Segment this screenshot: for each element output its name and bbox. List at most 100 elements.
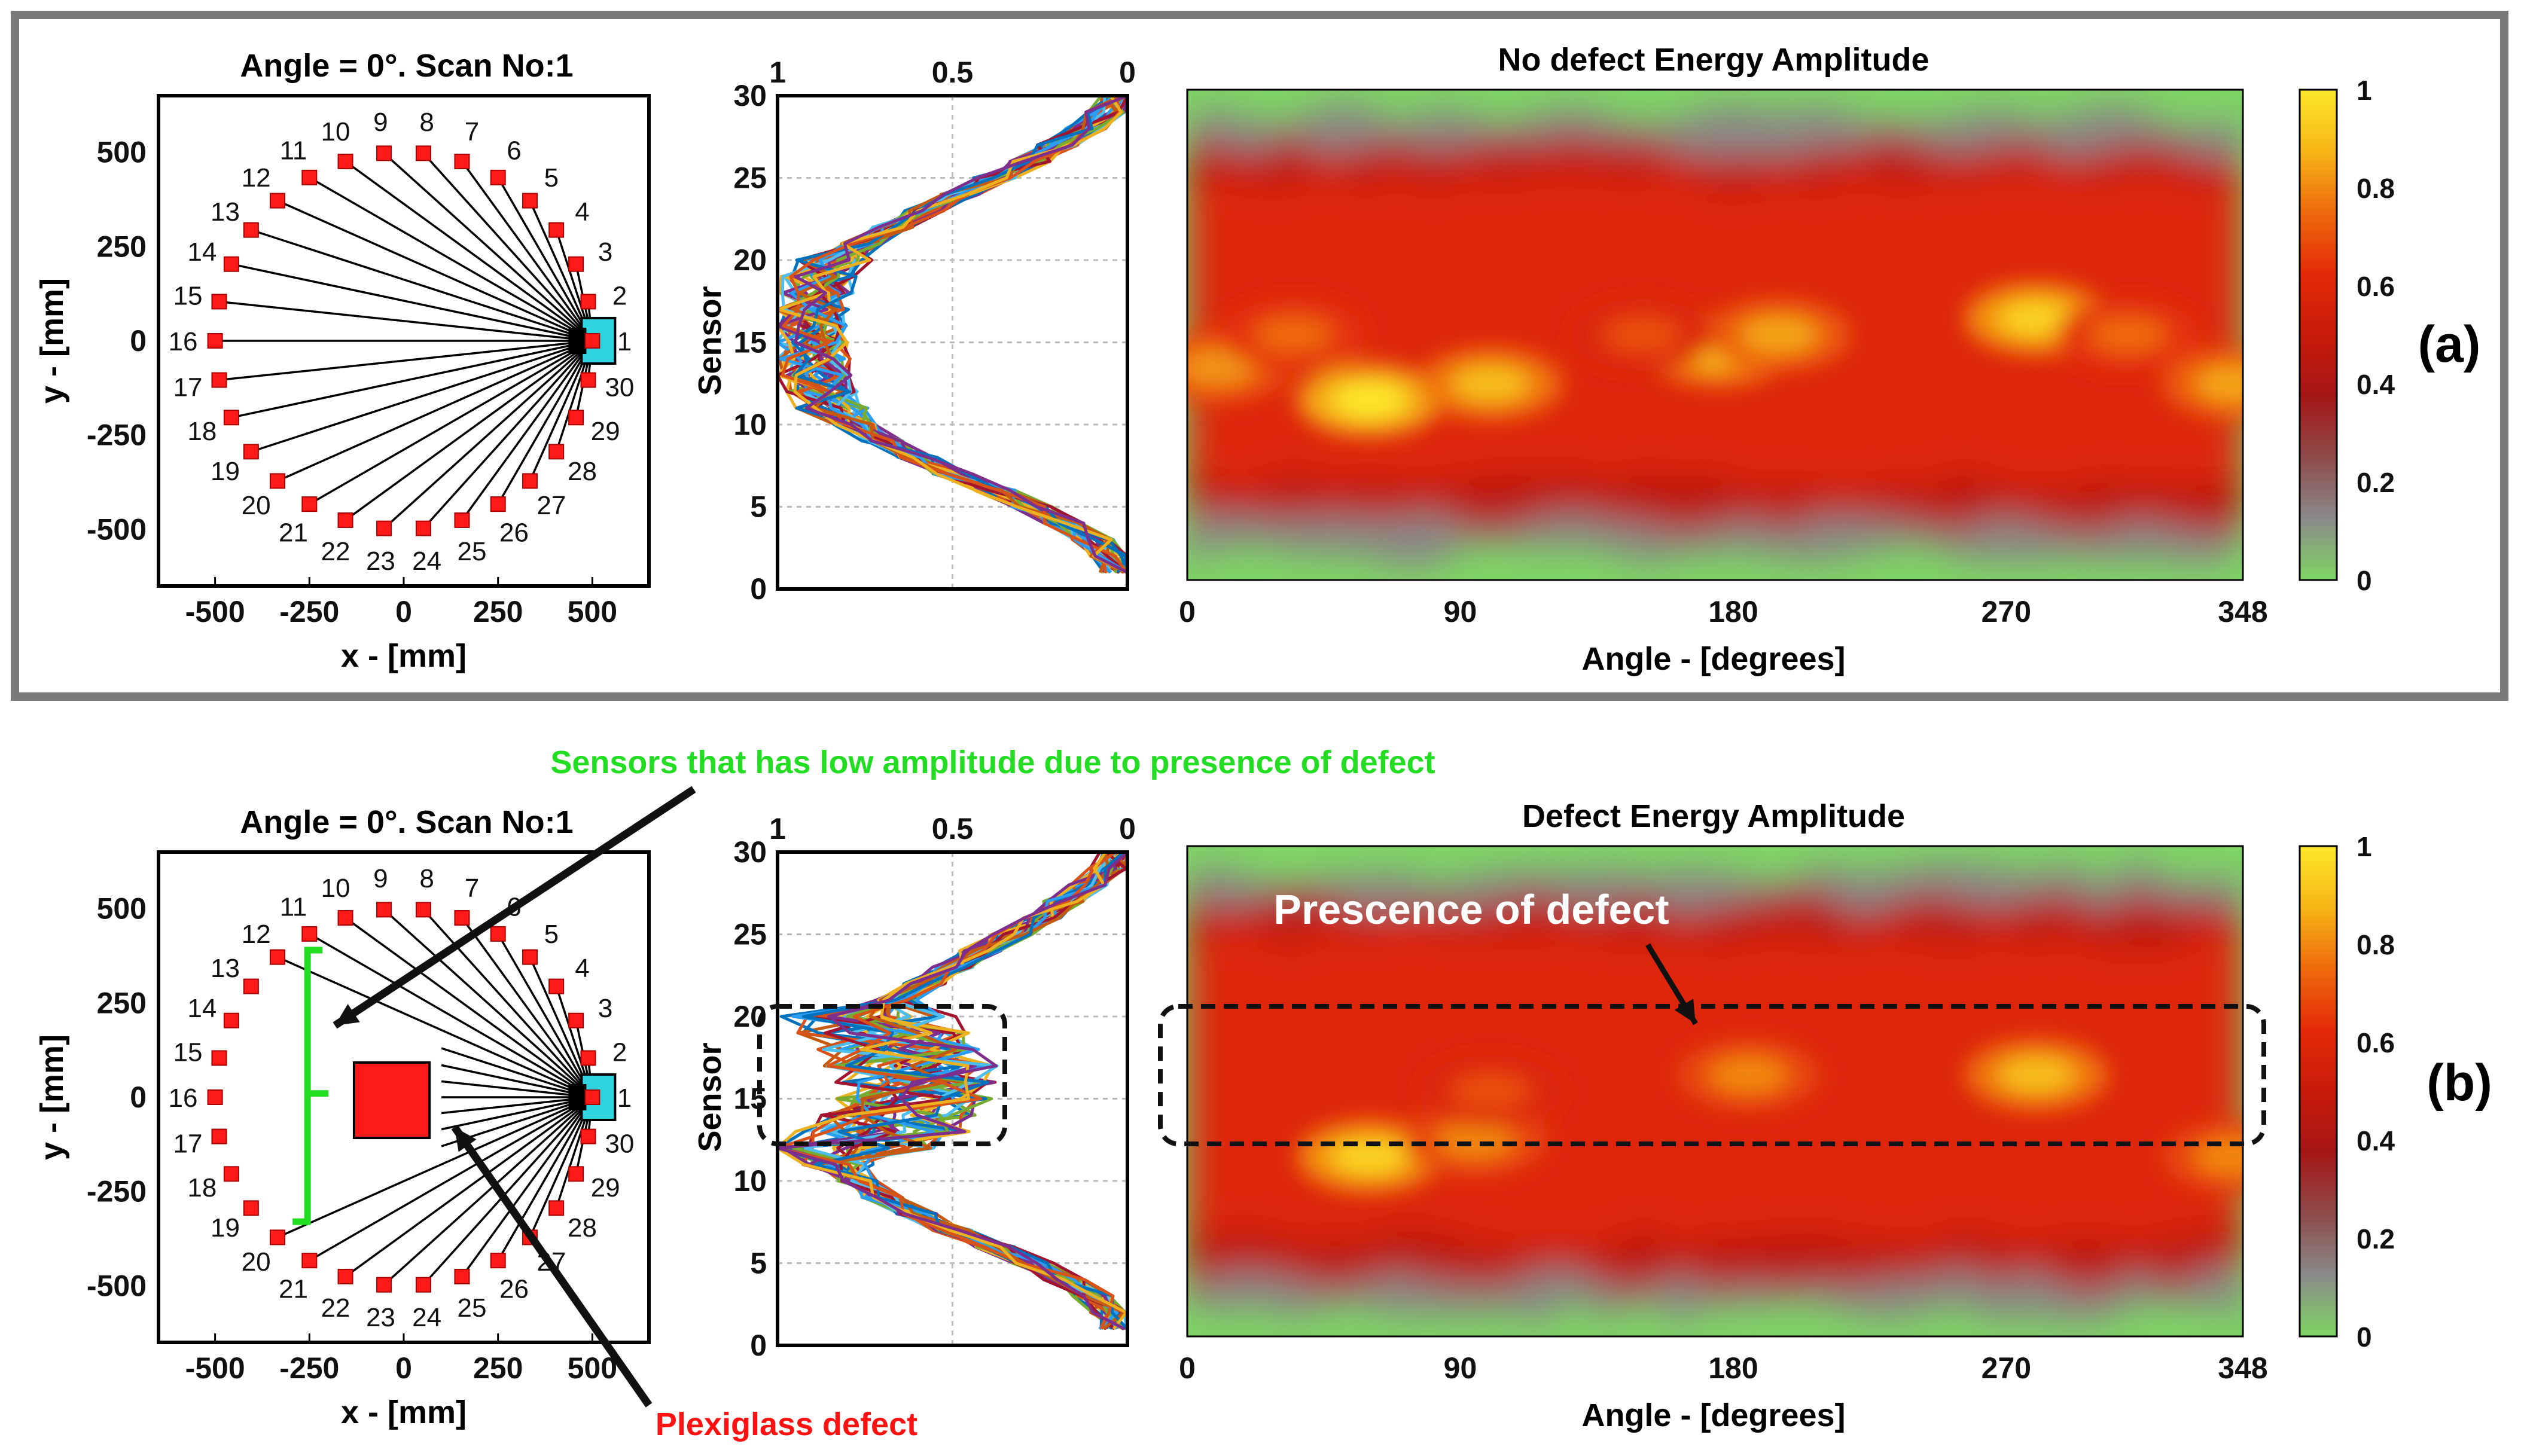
circle-plot-title: Angle = 0°. Scan No:1	[240, 48, 573, 84]
profile-y-ticks: 30 25 20 15 10 5 0	[733, 835, 767, 1362]
sensor-profile-line	[776, 851, 1128, 1330]
x-tick: 270	[1982, 1351, 2031, 1385]
defect-arrow	[451, 1125, 653, 1408]
sensor-label: 19	[211, 1213, 240, 1243]
sensor-label: 18	[187, 417, 217, 446]
circle-y-label: y - [mm]	[34, 1034, 70, 1160]
x-tick: 1	[769, 812, 786, 845]
hotspot-core	[1436, 1122, 1514, 1158]
defect-window-box	[757, 1004, 1007, 1146]
defect-note: Plexiglass defect	[656, 1406, 917, 1442]
sensor-label: 3	[598, 237, 612, 267]
ray-line	[497, 176, 593, 341]
x-tick: -250	[279, 1351, 339, 1385]
sensor-node	[301, 926, 318, 942]
y-tick: -500	[87, 512, 147, 546]
sensor-node	[211, 1128, 227, 1144]
sensor-node	[269, 1229, 285, 1246]
hotspot-core	[1998, 300, 2076, 337]
sensor-label: 17	[173, 373, 203, 402]
ray-line	[309, 340, 593, 505]
circle-plot-content: 1234567891011121314151617181920212223242…	[169, 864, 635, 1332]
sensor-label: 22	[321, 537, 350, 566]
panel-label-b: (b)	[2426, 1054, 2492, 1112]
ray-line	[309, 933, 593, 1098]
ray-line	[345, 160, 593, 342]
sensor-node	[522, 473, 538, 489]
y-tick: 15	[733, 326, 767, 359]
heatmap-x-label: Angle - [degrees]	[1581, 1397, 1845, 1433]
hotspot-core	[1330, 1138, 1409, 1175]
annotation-shapes	[333, 786, 2266, 1408]
sensor-node	[415, 520, 431, 536]
y-tick: 25	[733, 161, 767, 195]
ray-line	[383, 909, 593, 1098]
sensor-profile-line	[781, 95, 1128, 573]
sensor-label: 11	[280, 136, 307, 165]
sensor-label: 20	[242, 491, 271, 520]
colorbar	[2299, 845, 2338, 1338]
sensor-label: 26	[499, 1275, 529, 1304]
x-tick: -500	[185, 1351, 245, 1385]
heatmap-a: No defect Energy Amplitude 0 90 180 270 …	[1179, 42, 2268, 677]
sensor-node	[269, 193, 285, 209]
sensor-label: 8	[419, 108, 434, 137]
sensor-node	[223, 1012, 239, 1028]
x-tick: 250	[473, 595, 523, 628]
heatmap-title: No defect Energy Amplitude	[1498, 42, 1929, 78]
y-tick: 20	[733, 243, 767, 277]
sensor-label: 16	[169, 1083, 198, 1113]
ray-line	[277, 340, 593, 482]
colorbar-tick: 0.6	[2357, 1027, 2395, 1058]
sensor-label: 1	[617, 327, 632, 356]
heatmap-axes	[1186, 88, 2244, 581]
ray-line	[441, 1096, 593, 1115]
sensor-label: 21	[279, 518, 308, 548]
sensor-label: 22	[321, 1293, 350, 1323]
colorbar	[2299, 88, 2338, 581]
circle-x-label: x - [mm]	[341, 1394, 467, 1430]
x-tick: 0	[395, 1351, 412, 1385]
ray-line	[231, 263, 593, 342]
sensor-node	[243, 222, 259, 238]
sensor-label: 15	[173, 281, 203, 310]
colorbar-tick: 0.4	[2357, 369, 2395, 400]
circle-x-ticks: -500 -250 0 250 500	[185, 1333, 617, 1385]
sensor-label: 1	[617, 1083, 632, 1113]
sensor-label: 13	[211, 197, 240, 227]
heatmap-field	[1187, 90, 2243, 580]
hotspot-core	[1187, 349, 1257, 386]
ray-line	[219, 300, 593, 342]
sensor-label: 21	[279, 1275, 308, 1304]
colorbar-a: 1 0.8 0.6 0.4 0.2 0	[2299, 75, 2395, 596]
sensor-label: 9	[373, 108, 388, 137]
x-tick: 348	[2218, 1351, 2267, 1385]
ray-line	[422, 152, 593, 342]
ray-line	[461, 340, 593, 521]
sensor-profile-line	[820, 851, 1118, 1330]
sensor-node	[490, 169, 506, 185]
sensors-note: Sensors that has low amplitude due to pr…	[550, 744, 1435, 780]
x-tick: 0.5	[932, 812, 974, 845]
profile-plot-axes	[776, 850, 1129, 1347]
hotspot-core	[1603, 317, 1681, 353]
y-tick: 10	[733, 1164, 767, 1198]
affected-bracket	[292, 947, 323, 1225]
sensor-profile-line	[797, 94, 1129, 574]
x-tick: 250	[473, 1351, 523, 1385]
ray-line	[422, 340, 593, 529]
sensor-profile-line	[794, 95, 1129, 573]
sensor-profile-line	[776, 851, 1129, 1330]
y-tick: 30	[733, 835, 767, 869]
sensors-arrow-head	[335, 1003, 360, 1025]
sensor-node	[376, 145, 392, 161]
profile-y-label: Sensor	[692, 286, 728, 395]
sensor-label: 14	[187, 994, 217, 1023]
ray-line	[441, 1096, 593, 1131]
profile-lines	[776, 94, 1129, 589]
sensor-profile-line	[794, 94, 1129, 574]
heatmap-x-label: Angle - [degrees]	[1581, 641, 1845, 677]
sensor-label: 25	[458, 1293, 487, 1323]
circle-plot-title: Angle = 0°. Scan No:1	[240, 804, 573, 840]
